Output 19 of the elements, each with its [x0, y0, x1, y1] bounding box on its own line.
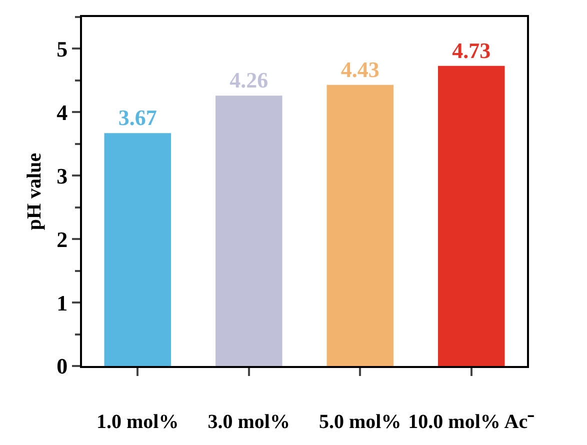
y-axis-title: pH value	[24, 152, 46, 230]
bar	[216, 96, 282, 366]
x-tick-label: 1.0 mol%	[96, 411, 179, 433]
bar	[326, 84, 394, 366]
x-tick-label: 3.0 mol%	[208, 411, 290, 433]
bar	[438, 66, 505, 366]
bar	[104, 133, 171, 366]
y-tick-label: 3	[56, 163, 68, 188]
data-label: 4.73	[452, 38, 491, 63]
x-tick-label: 10.0 mol% Ac⁻	[408, 411, 535, 433]
data-label: 4.26	[230, 68, 268, 93]
data-label: 3.67	[118, 105, 157, 130]
data-label: 4.43	[340, 56, 380, 82]
y-tick-label: 4	[56, 100, 68, 125]
y-tick-label: 1	[56, 290, 68, 316]
y-tick-label: 0	[56, 354, 68, 379]
y-tick-label: 5	[56, 36, 68, 62]
x-tick-label: 5.0 mol%	[319, 411, 402, 433]
y-tick-label: 2	[56, 226, 68, 252]
